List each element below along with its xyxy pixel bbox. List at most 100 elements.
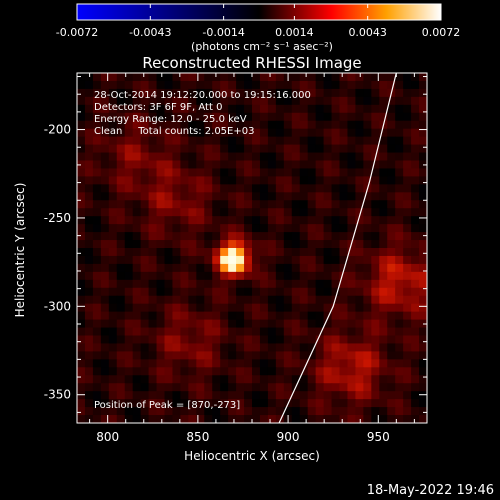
heatmap-cell [188,208,197,217]
heatmap-cell [283,144,293,154]
heatmap-cell [307,359,317,368]
heatmap-cell [108,80,118,90]
heatmap-cell [363,104,372,114]
heatmap-cell [379,96,388,106]
heatmap-cell [212,351,221,360]
heatmap-cell [108,152,118,162]
heatmap-cell [77,152,86,162]
heatmap-cell [108,359,118,368]
heatmap-cell [403,335,412,345]
heatmap-cell [347,120,356,130]
heatmap-cell [77,399,86,408]
heatmap-cell [236,88,245,98]
heatmap-cell [164,279,174,289]
heatmap-cell [92,136,102,146]
heatmap-cell [379,383,388,392]
heatmap-cell [283,88,293,98]
heatmap-cell [259,255,269,265]
heatmap-cell [220,383,229,392]
heatmap-cell [411,208,420,217]
heatmap-cell [196,176,205,185]
heatmap-cell [84,263,94,273]
heatmap-cell [419,359,427,368]
heatmap-cell [196,160,205,170]
heatmap-cell [259,415,269,423]
heatmap-cell [395,200,404,209]
heatmap-cell [188,375,197,384]
heatmap-cell [411,327,420,337]
heatmap-cell [411,112,420,122]
heatmap-cell [77,279,86,289]
heatmap-cell [204,335,213,345]
heatmap-cell [188,192,197,201]
heatmap-cell [323,240,333,249]
heatmap-cell [259,407,269,416]
heatmap-cell [140,216,150,225]
heatmap-cell [244,184,253,193]
heatmap-cell [100,319,110,329]
heatmap-cell [411,200,420,209]
heatmap-cell [244,343,253,352]
heatmap-cell [299,383,309,392]
heatmap-cell [259,160,269,170]
heatmap-cell [236,176,245,185]
heatmap-cell [411,383,420,392]
heatmap-cell [291,128,301,138]
heatmap-cell [116,128,126,138]
heatmap-cell [188,407,197,416]
heatmap-cell [291,295,301,305]
heatmap-cell [331,200,341,209]
heatmap-cell [307,168,317,177]
heatmap-cell [156,375,166,384]
heatmap-cell [307,73,317,82]
heatmap-cell [331,359,341,368]
heatmap-cell [196,208,205,217]
heatmap-cell [228,319,237,329]
heatmap-cell [355,184,364,193]
heatmap-cell [363,319,372,329]
heatmap-cell [403,160,412,170]
heatmap-cell [403,224,412,233]
heatmap-cell [116,152,126,162]
heatmap-cell [164,80,174,90]
heatmap-cell [244,335,253,345]
heatmap-cell [124,255,134,265]
heatmap-cell [124,144,134,154]
heatmap-cell [140,128,150,138]
heatmap-cell [188,248,197,257]
heatmap-cell [275,80,285,90]
heatmap-cell [196,152,205,162]
heatmap-cell [419,73,427,82]
heatmap-cell [148,128,158,138]
heatmap-cell [283,248,293,257]
heatmap-cell [236,184,245,193]
heatmap-cell [188,144,197,154]
heatmap-cell [339,120,349,130]
heatmap-cell [267,96,277,106]
heatmap-cell [395,96,404,106]
heatmap-cell [339,160,349,170]
heatmap-cell [228,311,237,321]
heatmap-cell [196,255,205,265]
heatmap-cell [188,136,197,146]
heatmap-cell [395,144,404,154]
heatmap-cell [411,351,420,360]
heatmap-cell [220,240,229,249]
heatmap-cell [291,391,301,400]
heatmap-cell [180,128,189,138]
heatmap-cell [395,216,404,225]
heatmap-cell [315,192,325,201]
heatmap-cell [236,104,245,114]
heatmap-cell [132,279,142,289]
heatmap-cell [323,73,333,82]
heatmap-cell [299,136,309,146]
heatmap-cell [164,216,174,225]
heatmap-cell [108,327,118,337]
heatmap-cell [148,224,158,233]
heatmap-cell [172,96,181,106]
heatmap-cell [84,335,94,345]
heatmap-cell [124,367,134,376]
heatmap-cell [212,311,221,321]
heatmap-cell [283,279,293,289]
heatmap-cell [124,311,134,321]
